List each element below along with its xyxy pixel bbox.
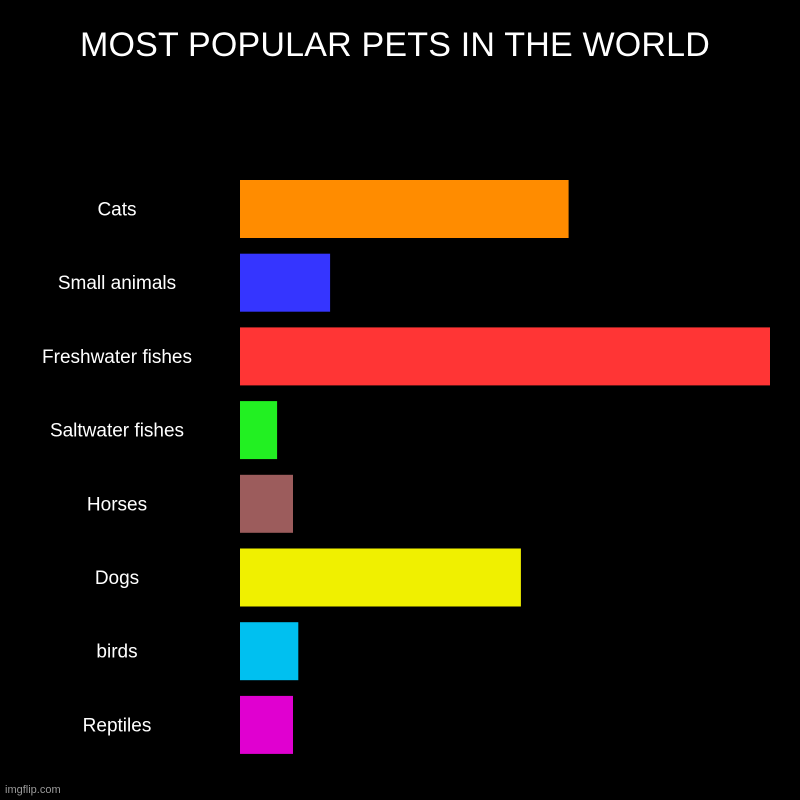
bar-saltwater-fishes [240,401,278,460]
bar-small-animals [240,253,331,312]
category-label-small-animals: Small animals [58,273,176,294]
category-label-horses: Horses [87,494,147,515]
category-label-dogs: Dogs [95,568,139,589]
watermark-text: imgflip.com [5,784,61,796]
bar-cats [240,180,569,238]
category-label-cats: Cats [97,200,136,221]
category-label-freshwater-fishes: Freshwater fishes [42,347,192,368]
chart-title: MOST POPULAR PETS IN THE WORLD [79,26,711,64]
bar-reptiles [240,695,293,754]
category-label-birds: birds [96,642,137,663]
bar-dogs [240,548,521,607]
category-label-reptiles: Reptiles [83,715,152,736]
bar-freshwater-fishes [240,327,770,386]
bar-horses [240,474,293,533]
category-label-saltwater-fishes: Saltwater fishes [50,421,184,442]
bar-birds [240,622,299,681]
